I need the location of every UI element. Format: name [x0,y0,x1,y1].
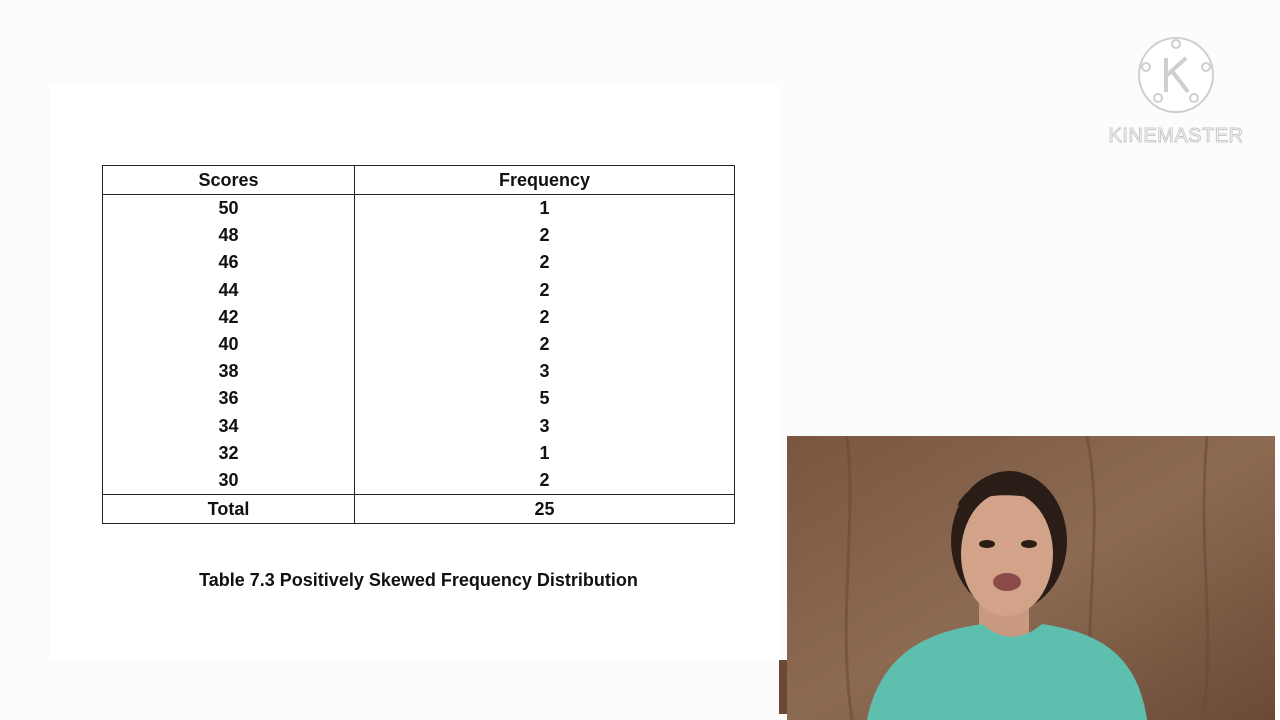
presenter-video [787,436,1275,720]
cell: Scores [101,165,356,195]
total-row: Total 25 [101,494,735,525]
cell: 48 [101,222,356,250]
frequency-table: Scores Frequency 50 1 48 2 46 2 44 2 42 2 40 2 38 3 36 5 3… [101,165,735,525]
cell: 25 [354,494,735,525]
header-row: Scores Frequency [101,165,735,195]
data-row: 42 2 [101,303,735,331]
data-row: 34 3 [101,412,735,440]
cell: Frequency [354,165,735,195]
data-row: 40 2 [101,330,735,359]
cell: 2 [354,330,735,359]
data-row: 32 1 [101,439,735,467]
cell: 2 [354,276,735,304]
cell: 1 [354,194,735,223]
table-caption: Table 7.3 Positively Skewed Frequency Di… [199,570,638,590]
cell: 2 [354,222,735,250]
cell: 3 [354,412,735,440]
cell: 2 [354,466,735,495]
cell: 42 [101,303,356,331]
cell: 3 [354,358,735,386]
cell: Total [101,494,356,525]
cell: 38 [101,358,356,386]
cell: 2 [354,303,735,331]
cell: 5 [354,385,735,413]
data-row: 36 5 [101,385,735,413]
cell: 46 [101,249,356,277]
data-row: 38 3 [101,358,735,386]
data-row: 30 2 [101,466,735,495]
watermark-logo [1138,37,1214,113]
cell: 1 [354,439,735,467]
cell: 44 [101,276,356,304]
data-row: 46 2 [101,249,735,277]
cell: 32 [101,439,356,467]
data-row: 44 2 [101,276,735,304]
cell: 50 [101,194,356,223]
cell: 40 [101,330,356,359]
cell: 30 [101,466,356,495]
cell: 36 [101,385,356,413]
cell: 34 [101,412,356,440]
watermark-text: KINEMASTER [1108,125,1244,148]
video-edge [779,660,789,714]
cell: 2 [354,249,735,277]
data-row: 50 1 [101,194,735,223]
data-row: 48 2 [101,222,735,250]
